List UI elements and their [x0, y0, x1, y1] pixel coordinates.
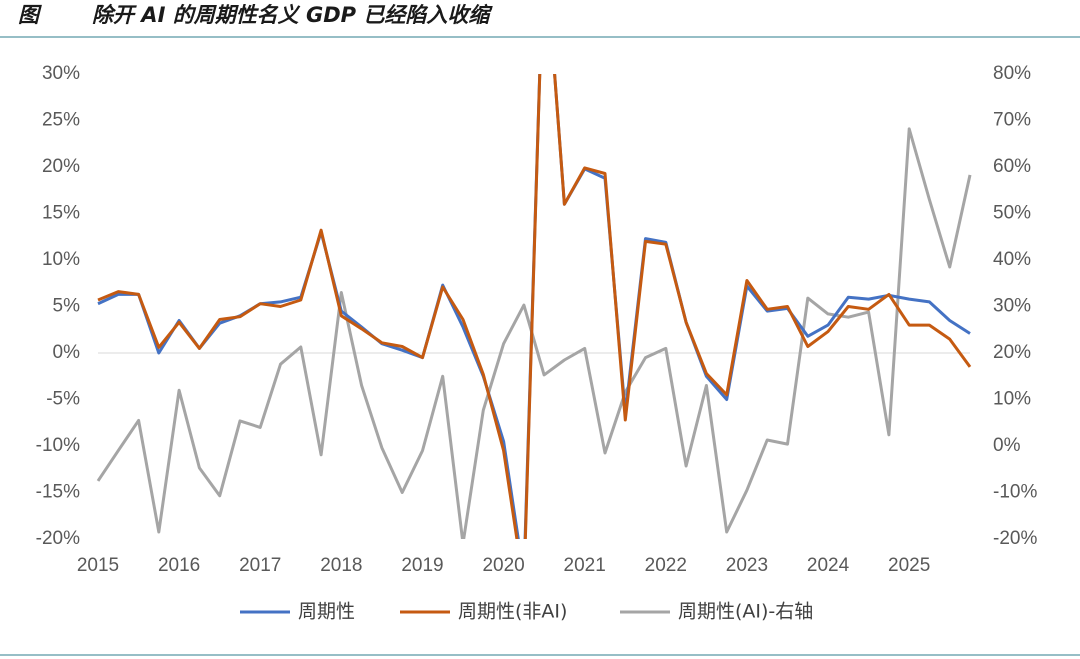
y-tick-label: -5%	[46, 389, 80, 410]
y-tick-label: -15%	[36, 482, 80, 503]
y-tick-label: -10%	[36, 435, 80, 456]
x-tick-label: 2016	[158, 555, 200, 576]
y-tick-label: 30%	[42, 63, 80, 84]
y2-tick-label: 60%	[993, 156, 1031, 177]
x-tick-label: 2018	[320, 555, 362, 576]
y2-tick-label: 40%	[993, 249, 1031, 270]
x-tick-label: 2023	[726, 555, 768, 576]
y-tick-label: 25%	[42, 110, 80, 131]
y-tick-label: -20%	[36, 528, 80, 549]
chart-title: 除开 AI 的周期性名义 GDP 已经陷入收缩	[92, 3, 493, 27]
series-line	[97, 74, 972, 539]
y2-tick-label: 80%	[993, 63, 1031, 84]
y-tick-label: 15%	[42, 203, 80, 224]
x-tick-label: 2025	[888, 555, 930, 576]
y-tick-label: 10%	[42, 249, 80, 270]
x-tick-label: 2017	[239, 555, 281, 576]
y2-tick-label: 30%	[993, 296, 1031, 317]
y-tick-label: 20%	[42, 156, 80, 177]
y2-tick-label: 20%	[993, 342, 1031, 363]
x-tick-label: 2021	[564, 555, 606, 576]
series-line	[96, 127, 972, 539]
legend-label: 周期性	[298, 601, 355, 623]
figure-label: 图	[18, 3, 42, 27]
x-tick-label: 2024	[807, 555, 850, 576]
plot-area	[96, 74, 972, 539]
y2-tick-label: 10%	[993, 389, 1031, 410]
y2-tick-label: 50%	[993, 203, 1031, 224]
legend-label: 周期性(AI)-右轴	[678, 601, 813, 623]
y-tick-label: 0%	[53, 342, 81, 363]
y2-tick-label: -10%	[993, 482, 1037, 503]
x-tick-label: 2022	[645, 555, 687, 576]
legend-label: 周期性(非AI)	[458, 601, 567, 623]
x-tick-label: 2015	[77, 555, 119, 576]
y2-tick-label: 70%	[993, 110, 1031, 131]
y2-tick-label: -20%	[993, 528, 1037, 549]
y2-tick-label: 0%	[993, 435, 1021, 456]
x-tick-label: 2019	[401, 555, 443, 576]
x-tick-label: 2020	[482, 555, 524, 576]
y-tick-label: 5%	[53, 296, 81, 317]
